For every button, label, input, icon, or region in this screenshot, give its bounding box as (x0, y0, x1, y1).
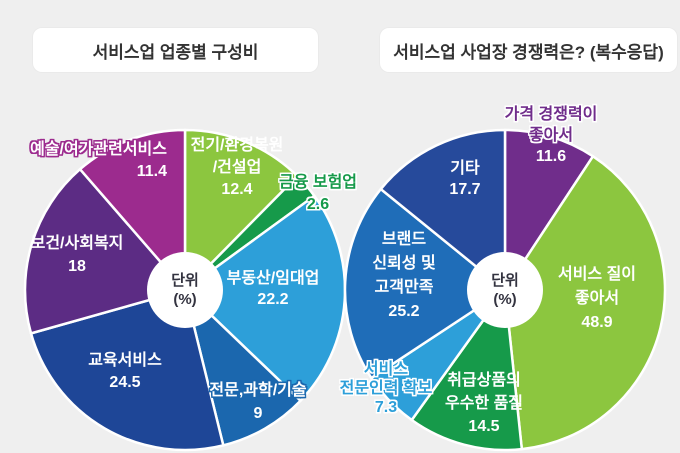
pie-slice-0-5 (23, 167, 187, 335)
right-chart-title-text: 서비스업 사업장 경쟁력은? (복수응답) (393, 42, 664, 62)
pie-center-hole-0 (147, 252, 223, 328)
pie-slice-1-4 (343, 187, 507, 380)
pie-slice-1-2 (410, 288, 524, 452)
pie-slice-0-0 (183, 128, 299, 292)
pie-slice-1-1 (503, 155, 667, 451)
pie-center-hole-1 (467, 252, 543, 328)
pie-slice-1-0 (503, 128, 595, 292)
left-chart-title-text: 서비스업 업종별 구성비 (92, 42, 259, 62)
pie-slice-0-6 (78, 128, 187, 292)
left-chart-title: 서비스업 업종별 구성비 (33, 28, 318, 72)
pie-slice-1-5 (379, 128, 507, 292)
pie-slice-0-4 (29, 288, 225, 452)
right-chart-title: 서비스업 사업장 경쟁력은? (복수응답) (380, 28, 677, 72)
